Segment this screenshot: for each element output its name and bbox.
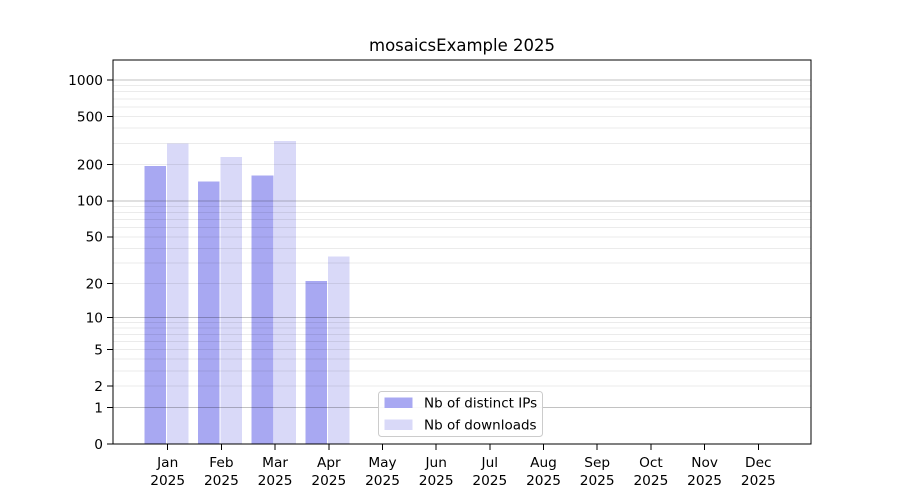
x-tick-label-year: 2025	[311, 473, 346, 489]
x-tick-label-month: Jan	[156, 455, 178, 471]
x-tick-label-year: 2025	[472, 473, 507, 489]
axes-layer: 0 1 2 5 10 20 50 100 200 500 1000 Jan 2025 Feb 2025 Mar…	[68, 59, 812, 489]
bar-downloads-jan	[166, 143, 189, 444]
x-tick-label-month: Mar	[262, 455, 288, 471]
legend-swatch-downloads	[384, 419, 413, 430]
legend-label: Nb of downloads	[424, 418, 537, 434]
y-tick-label: 200	[77, 157, 103, 173]
y-tick-label: 10	[86, 311, 103, 327]
bar-downloads-feb	[220, 156, 243, 445]
bar-distinct-ips-mar	[251, 175, 274, 444]
bar-downloads-apr	[327, 256, 350, 444]
x-tick-label-year: 2025	[419, 473, 454, 489]
chart-title: mosaicsExample 2025	[369, 36, 555, 55]
plot-border	[112, 59, 812, 445]
x-tick-label-month: Jun	[425, 455, 447, 471]
x-tick-label-month: Nov	[691, 455, 718, 471]
x-tick-label-year: 2025	[258, 473, 293, 489]
legend-label: Nb of distinct IPs	[424, 396, 537, 412]
y-tick-label: 0	[94, 437, 103, 453]
y-tick-label: 2	[94, 379, 103, 395]
y-tick-label: 1000	[68, 73, 103, 89]
x-tick-label-year: 2025	[526, 473, 561, 489]
x-tick-label-month: Jul	[481, 455, 499, 471]
legend-swatch-distinct-ips	[384, 397, 413, 408]
x-tick-label-month: Dec	[745, 455, 772, 471]
x-tick-label-year: 2025	[741, 473, 776, 489]
legend: Nb of distinct IPs Nb of downloads	[378, 391, 543, 437]
x-tick-label-month: Sep	[584, 455, 610, 471]
x-tick-label-year: 2025	[633, 473, 668, 489]
y-tick-label: 500	[77, 109, 103, 125]
bar-downloads-mar	[274, 140, 296, 444]
x-tick-label-year: 2025	[580, 473, 615, 489]
x-tick-label-year: 2025	[365, 473, 400, 489]
y-tick-label: 100	[77, 194, 103, 210]
x-tick-label-year: 2025	[687, 473, 722, 489]
legend-box	[378, 391, 543, 437]
x-tick-label-month: Apr	[317, 455, 341, 471]
x-tick-label-month: Oct	[639, 455, 663, 471]
bar-distinct-ips-apr	[305, 281, 328, 444]
y-tick-label: 1	[94, 400, 103, 416]
bars-layer	[144, 140, 350, 445]
bar-distinct-ips-feb	[198, 181, 220, 444]
x-tick-label-month: May	[368, 455, 396, 471]
bar-distinct-ips-jan	[144, 165, 166, 444]
y-tick-label: 50	[86, 230, 103, 246]
x-tick-label-month: Aug	[530, 455, 557, 471]
y-tick-label: 20	[86, 276, 103, 292]
x-tick-label-month: Feb	[209, 455, 233, 471]
x-tick-label-year: 2025	[150, 473, 185, 489]
y-tick-label: 5	[94, 342, 103, 358]
x-tick-label-year: 2025	[204, 473, 239, 489]
